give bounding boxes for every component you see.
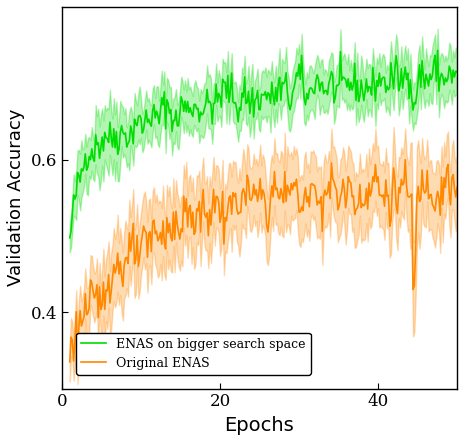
- Original ENAS: [303, 199, 309, 205]
- ENAS on bigger search space: [417, 85, 423, 90]
- Line: ENAS on bigger search space: ENAS on bigger search space: [69, 50, 456, 238]
- Original ENAS: [297, 210, 302, 215]
- Legend: ENAS on bigger search space, Original ENAS: ENAS on bigger search space, Original EN…: [76, 332, 310, 375]
- Original ENAS: [295, 210, 301, 215]
- ENAS on bigger search space: [303, 91, 309, 96]
- Original ENAS: [453, 185, 459, 190]
- Original ENAS: [401, 157, 407, 162]
- ENAS on bigger search space: [295, 61, 301, 67]
- Original ENAS: [67, 359, 72, 365]
- X-axis label: Epochs: Epochs: [224, 416, 294, 435]
- Original ENAS: [68, 335, 74, 340]
- Original ENAS: [393, 203, 398, 209]
- ENAS on bigger search space: [67, 235, 72, 240]
- ENAS on bigger search space: [393, 53, 398, 58]
- Line: Original ENAS: Original ENAS: [69, 160, 456, 362]
- Original ENAS: [419, 168, 424, 173]
- ENAS on bigger search space: [434, 48, 439, 53]
- ENAS on bigger search space: [453, 69, 459, 75]
- ENAS on bigger search space: [297, 77, 302, 82]
- ENAS on bigger search space: [68, 229, 74, 234]
- Y-axis label: Validation Accuracy: Validation Accuracy: [7, 109, 25, 286]
